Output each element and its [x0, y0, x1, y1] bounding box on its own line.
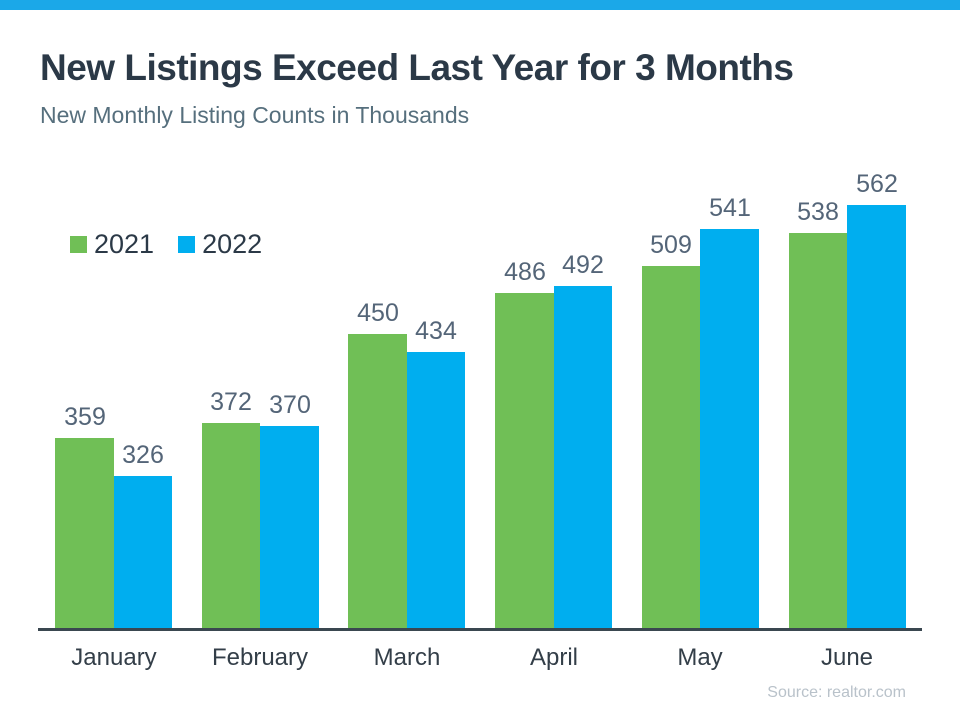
chart-subtitle: New Monthly Listing Counts in Thousands: [40, 102, 470, 128]
bar-2021-april: [495, 293, 554, 628]
value-label-2022-may: 541: [709, 194, 751, 222]
x-axis-line: [38, 628, 922, 631]
bar-2022-january: [114, 476, 172, 628]
value-label-2021-february: 372: [210, 388, 252, 416]
bar-2021-june: [789, 233, 847, 628]
value-label-2022-march: 434: [415, 317, 457, 345]
legend: 2021 2022: [70, 231, 262, 258]
bar-2021-january: [55, 438, 114, 628]
value-label-2021-june: 538: [797, 198, 839, 226]
bar-2021-may: [642, 266, 700, 628]
value-label-2022-april: 492: [562, 251, 604, 279]
value-label-2022-june: 562: [856, 170, 898, 198]
bar-2022-march: [407, 352, 465, 628]
axis-label-february: February: [211, 644, 309, 671]
chart-title: New Listings Exceed Last Year for 3 Mont…: [40, 47, 794, 88]
value-label-2021-april: 486: [504, 258, 546, 286]
legend-item-2021: 2021: [70, 231, 154, 258]
axis-label-april: April: [529, 644, 578, 671]
bar-2021-march: [348, 334, 407, 628]
value-label-2022-february: 370: [269, 391, 311, 419]
value-label-2021-may: 509: [650, 231, 692, 259]
value-label-2021-march: 450: [357, 299, 399, 327]
legend-swatch-2022: [178, 236, 196, 253]
axis-label-june: June: [820, 644, 874, 671]
legend-label-2022: 2022: [202, 229, 263, 259]
bar-2022-may: [700, 229, 759, 628]
axis-label-january: January: [71, 644, 157, 671]
value-label-2021-january: 359: [64, 403, 106, 431]
bar-2022-april: [554, 286, 612, 628]
source-attribution: Source: realtor.com: [767, 684, 906, 701]
axis-label-march: March: [373, 644, 441, 671]
bar-2022-february: [260, 426, 319, 628]
legend-label-2021: 2021: [94, 229, 155, 259]
value-label-2022-january: 326: [122, 441, 164, 469]
bar-2022-june: [847, 205, 906, 628]
legend-swatch-2021: [70, 236, 87, 253]
top-accent-bar: [0, 0, 960, 10]
legend-item-2022: 2022: [178, 231, 262, 258]
bar-2021-february: [202, 423, 260, 628]
axis-label-may: May: [677, 644, 723, 671]
